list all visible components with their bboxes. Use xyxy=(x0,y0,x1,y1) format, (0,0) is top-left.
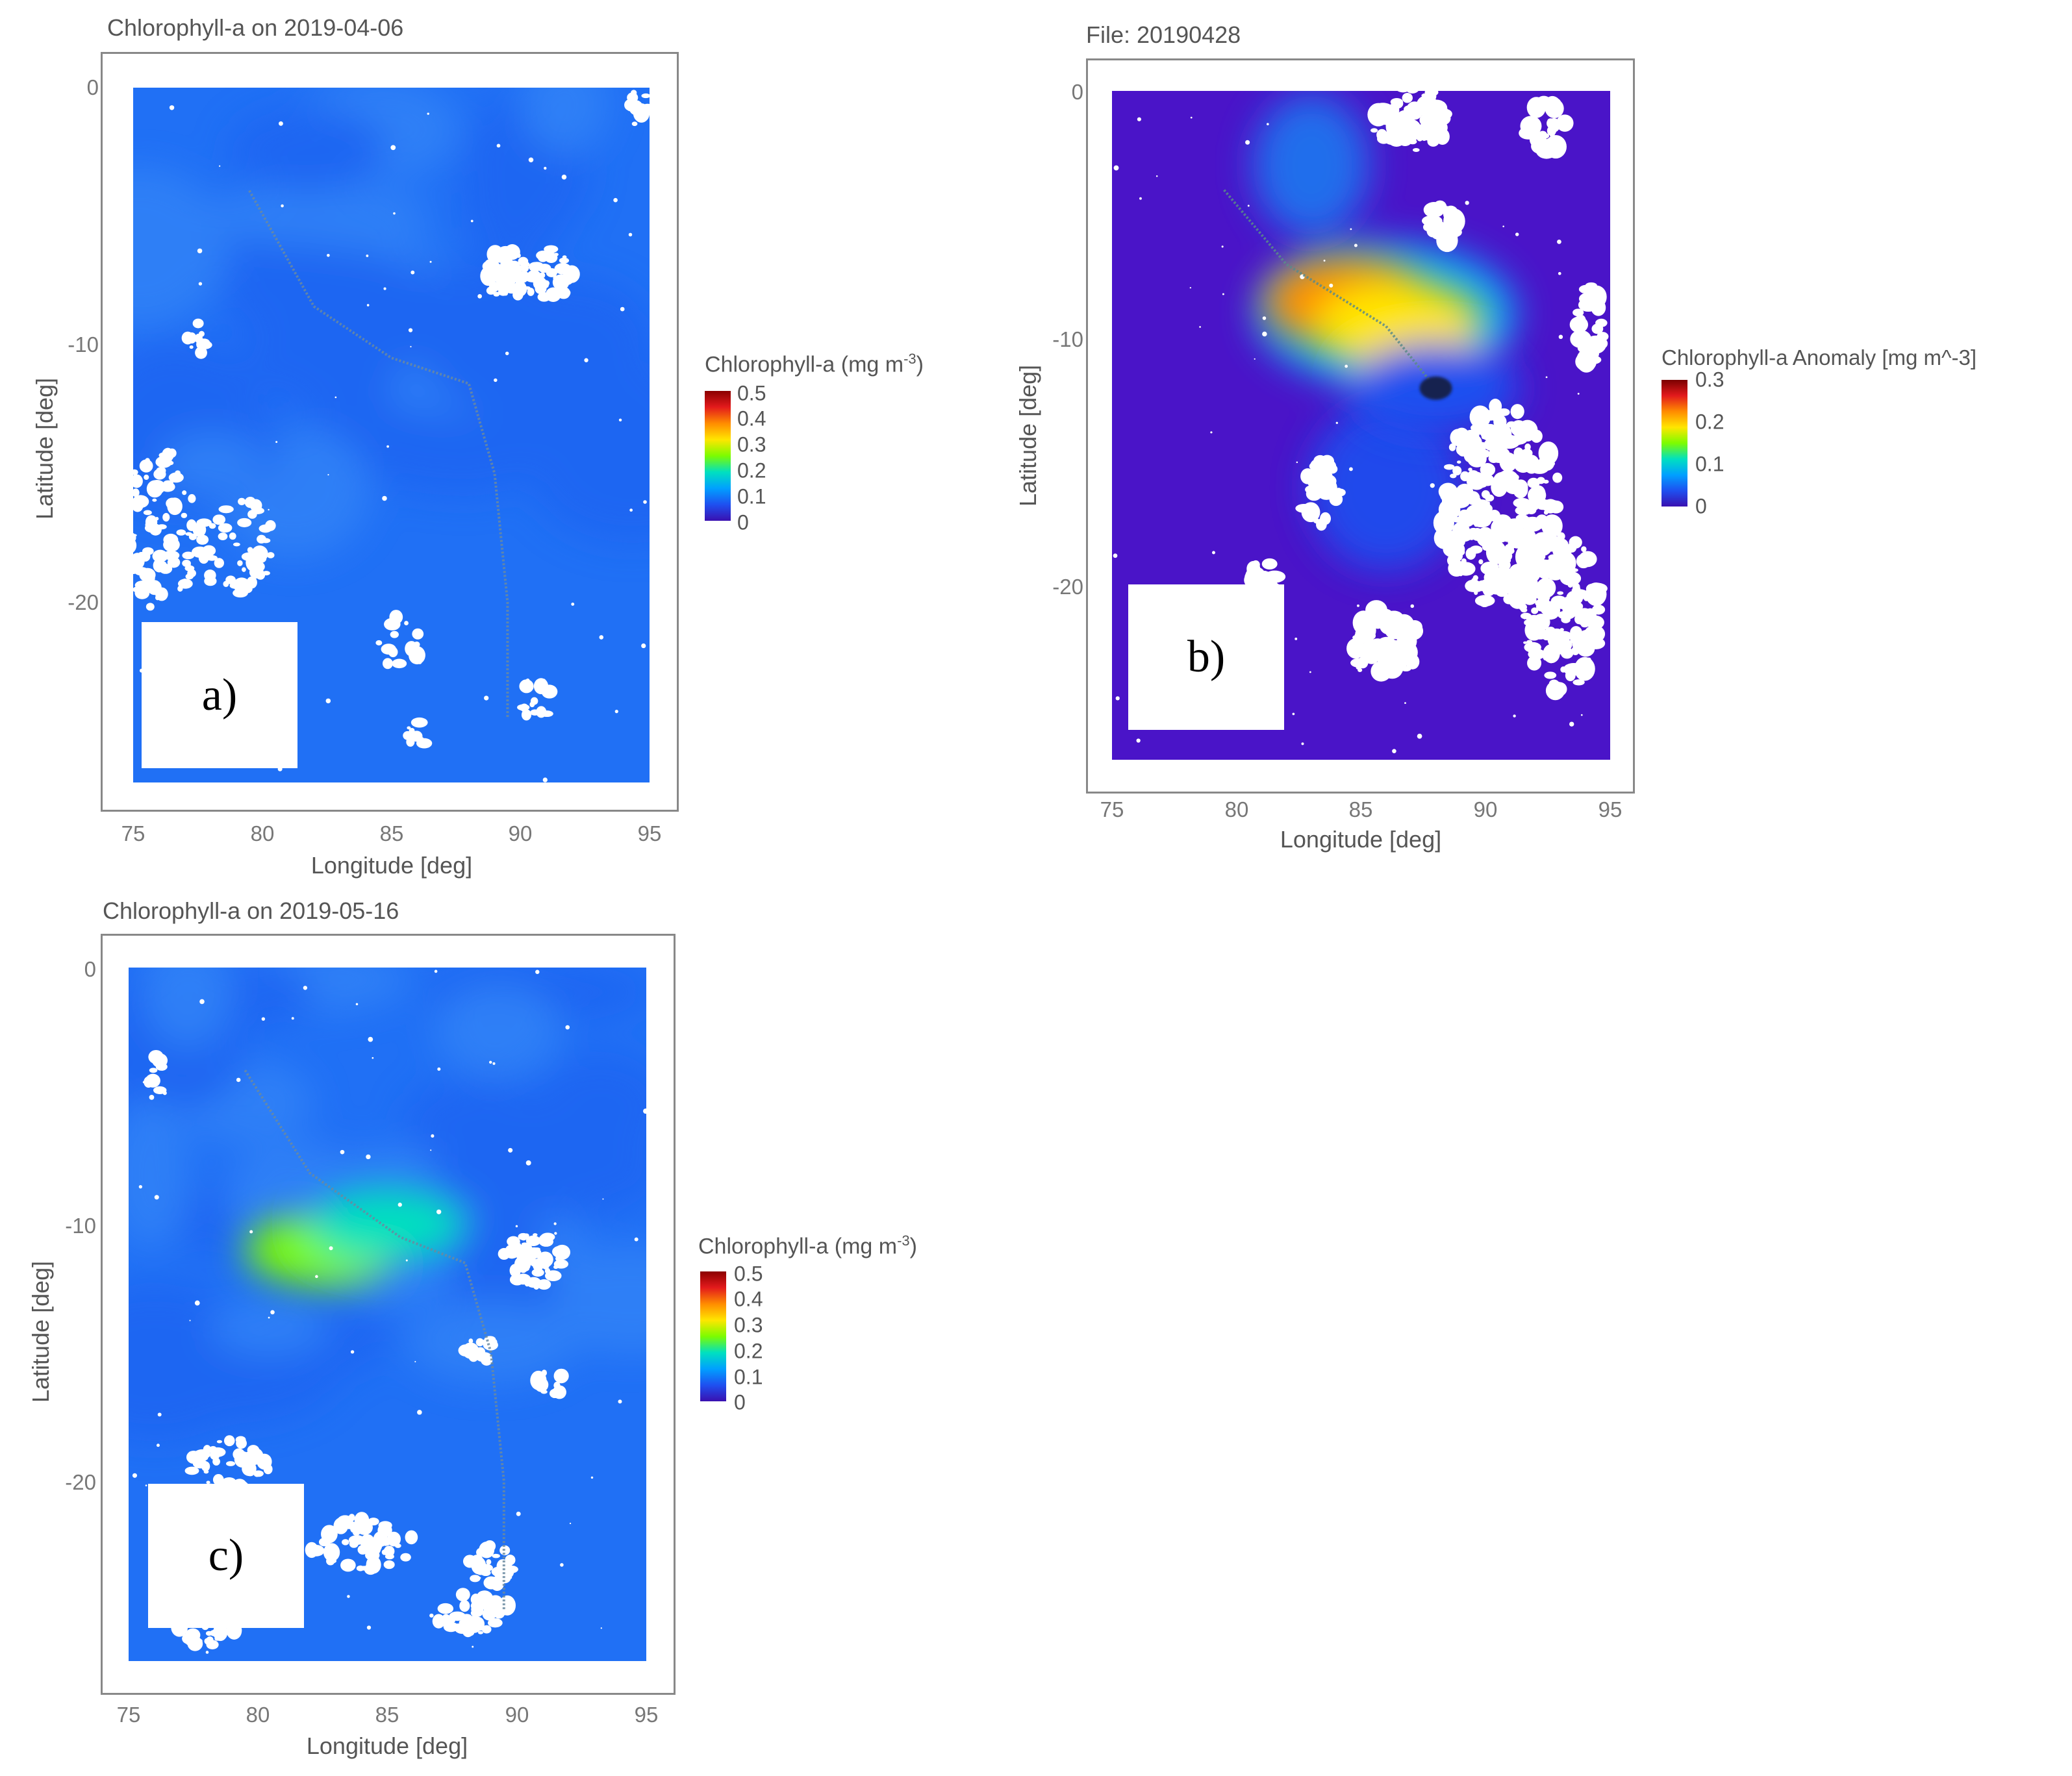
cloud-mask xyxy=(133,90,650,782)
panel-c-xtick-0: 75 xyxy=(116,1703,141,1727)
panel-b-ytick-0: 0 xyxy=(1071,80,1083,104)
panel-c-colorbar-tick-4: 0.1 xyxy=(734,1365,763,1389)
panel-a-colorbar xyxy=(705,391,731,521)
panel-c-label-box: c) xyxy=(148,1484,304,1628)
panel-a-xlabel: Longitude [deg] xyxy=(310,852,473,879)
panel-a-colorbar-tick-4: 0.1 xyxy=(737,484,766,508)
panel-b-xtick-4: 95 xyxy=(1598,797,1623,821)
panel-b-xtick-0: 75 xyxy=(1100,797,1124,821)
panel-a-title: Chlorophyll-a on 2019-04-06 xyxy=(107,14,404,41)
panel-b-colorbar-title: Chlorophyll-a Anomaly [mg m^-3] xyxy=(1661,345,1977,369)
panel-c-colorbar-tick-3: 0.2 xyxy=(734,1339,763,1363)
panel-c-colorbar xyxy=(700,1271,726,1401)
panel-a-ytick-1: -10 xyxy=(68,332,99,356)
panel-a-xtick-1: 80 xyxy=(250,821,275,845)
cloud-mask xyxy=(132,969,646,1654)
panel-c-xtick-4: 95 xyxy=(634,1703,659,1727)
panel-a-colorbar-tick-3: 0.2 xyxy=(737,458,766,482)
panel-c-label: c) xyxy=(208,1531,244,1581)
panel-a-colorbar-tick-2: 0.3 xyxy=(737,432,766,457)
panel-a-colorbar-tick-5: 0 xyxy=(737,510,749,534)
panel-a-ytick-2: -20 xyxy=(68,590,99,614)
panel-c-colorbar-tick-1: 0.4 xyxy=(734,1287,763,1311)
panel-a-label: a) xyxy=(201,669,238,720)
panel-c-colorbar-title: Chlorophyll-a (mg m-3) xyxy=(698,1232,917,1259)
panel-a-heatmap xyxy=(133,88,650,782)
panel-a-colorbar-title: Chlorophyll-a (mg m-3) xyxy=(705,351,924,377)
panel-b-colorbar-tick-2: 0.1 xyxy=(1695,452,1725,476)
panel-a-xtick-0: 75 xyxy=(121,821,145,845)
panel-b-xtick-3: 90 xyxy=(1473,797,1498,821)
panel-a-colorbar-tick-0: 0.5 xyxy=(737,381,766,405)
panel-b-xtick-1: 80 xyxy=(1224,797,1249,821)
panel-b-label: b) xyxy=(1187,632,1226,682)
panel-a-map xyxy=(133,88,650,782)
panel-c-xtick-2: 85 xyxy=(375,1703,399,1727)
panel-c-ytick-0: 0 xyxy=(84,957,96,981)
panel-a-colorbar-tick-1: 0.4 xyxy=(737,406,766,431)
panel-b-xtick-2: 85 xyxy=(1348,797,1373,821)
panel-b-colorbar-tick-0: 0.3 xyxy=(1695,368,1725,392)
panel-b-colorbar-tick-3: 0 xyxy=(1695,494,1707,518)
panel-c-xlabel: Longitude [deg] xyxy=(306,1732,468,1759)
panel-c-colorbar-tick-0: 0.5 xyxy=(734,1262,763,1286)
panel-b-ylabel: Latitude [deg] xyxy=(1015,364,1041,507)
panel-b-title: File: 20190428 xyxy=(1086,21,1241,48)
panel-c-ylabel: Latitude [deg] xyxy=(27,1260,54,1403)
panel-c-xtick-3: 90 xyxy=(505,1703,529,1727)
panel-c-colorbar-tick-5: 0 xyxy=(734,1390,746,1414)
panel-b-label-box: b) xyxy=(1128,584,1284,730)
high-chlorophyll-region xyxy=(309,1188,466,1260)
panel-c-ytick-1: -10 xyxy=(65,1214,96,1238)
panel-b-ytick-1: -10 xyxy=(1052,327,1083,351)
cloud-mask xyxy=(1113,91,1609,753)
ship-track-line xyxy=(248,190,509,718)
ship-track-line xyxy=(1223,189,1437,390)
panel-b-xlabel: Longitude [deg] xyxy=(1280,826,1442,853)
panel-a-label-box: a) xyxy=(142,622,297,768)
dark-anomaly-patch xyxy=(1419,376,1452,400)
panel-b-colorbar-tick-1: 0.2 xyxy=(1695,410,1725,434)
ship-track-line xyxy=(244,1069,505,1610)
panel-c-title: Chlorophyll-a on 2019-05-16 xyxy=(103,897,399,924)
panel-a-xtick-4: 95 xyxy=(637,821,662,845)
panel-c-xtick-1: 80 xyxy=(246,1703,270,1727)
panel-a-ytick-0: 0 xyxy=(86,75,99,99)
panel-c-ytick-2: -20 xyxy=(65,1470,96,1494)
panel-b-colorbar xyxy=(1661,380,1687,507)
panel-c-colorbar-tick-2: 0.3 xyxy=(734,1313,763,1337)
panel-a-xtick-3: 90 xyxy=(508,821,533,845)
panel-b-ytick-2: -20 xyxy=(1052,575,1083,599)
panel-a-ylabel: Latitude [deg] xyxy=(31,377,58,519)
panel-a-xtick-2: 85 xyxy=(379,821,404,845)
